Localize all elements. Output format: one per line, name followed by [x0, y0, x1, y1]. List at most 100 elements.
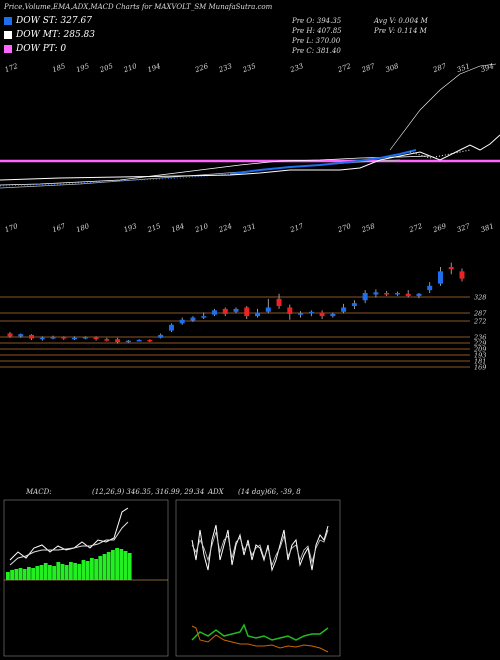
macd-hist-bar: [22, 569, 27, 580]
mid-price-label: 170: [4, 222, 20, 234]
macd-hist-bar: [98, 556, 103, 580]
mid-price-labels: 170 167 180 193 215 184 210 224 231 217 270 258 272 2…: [4, 222, 495, 235]
adx-frame: [175, 499, 341, 657]
macd-hist-bar: [43, 563, 48, 580]
legend-label: DOW PT: 0: [16, 44, 67, 54]
candle-body: [459, 271, 465, 279]
macd-hist-bar: [102, 554, 107, 580]
legend-item-dow-st: DOW ST: 327.67: [4, 16, 92, 26]
top-price-label: 272: [336, 62, 353, 75]
chart-title: Price,Volume,EMA,ADX,MACD Charts for MAX…: [4, 3, 273, 11]
candle-body: [298, 313, 304, 315]
macd-hist-bar: [56, 562, 61, 580]
candle-body: [373, 292, 379, 295]
candle-body: [394, 293, 400, 295]
candle-body: [201, 316, 207, 318]
candle-body: [351, 303, 357, 307]
candle-body: [7, 333, 13, 337]
macd-hist-bar: [85, 561, 90, 580]
dow-mt-line: [0, 155, 431, 186]
macd-hist-bar: [73, 563, 77, 580]
macd-hist-bar: [81, 560, 86, 580]
candle-body: [330, 313, 336, 317]
dow-st-line: [229, 149, 417, 175]
macd-panel: MACD: (12,26,9) 346.35, 316.99, 29.34: [3, 488, 204, 657]
macd-hist-bar: [127, 553, 132, 580]
candlesticks: [7, 262, 465, 344]
dow-st-dotted: [0, 173, 231, 187]
top-price-label: 394: [480, 62, 495, 74]
candle-body: [190, 317, 196, 321]
price-level-label: 209: [473, 346, 486, 354]
price-level-label: 229: [473, 340, 486, 348]
candle-body: [427, 285, 433, 291]
legend-item-dow-mt: DOW MT: 285.83: [4, 30, 95, 40]
candle-body: [448, 267, 454, 270]
di-plus-line: [191, 623, 329, 641]
candle-body: [82, 337, 88, 339]
price-level-label: 181: [474, 358, 486, 366]
candle-body: [384, 293, 390, 295]
mid-price-label: 215: [146, 222, 163, 235]
top-price-label: 185: [51, 62, 67, 74]
macd-hist-bar: [52, 566, 56, 580]
macd-hist-bar: [69, 562, 73, 580]
mid-price-label: 258: [360, 222, 377, 235]
macd-signal-line: [9, 521, 129, 566]
legend-swatch: [4, 31, 12, 39]
candle-body: [265, 307, 271, 312]
price-level-label: 272: [473, 318, 486, 326]
mid-price-label: 269: [431, 222, 448, 235]
stat-close: Pre C: 381.40: [292, 47, 341, 55]
ema-arc: [389, 63, 497, 151]
legend-swatch: [4, 45, 12, 53]
candle-body: [222, 308, 228, 314]
price-line: [0, 134, 500, 181]
candle-body: [244, 307, 250, 317]
macd-title: MACD:: [25, 488, 52, 496]
top-price-label: 233: [288, 62, 305, 75]
candle-body: [50, 337, 56, 339]
macd-hist-bar: [111, 550, 115, 580]
candle-body: [147, 339, 153, 342]
candle-body: [211, 310, 217, 315]
macd-hist-bar: [60, 564, 65, 580]
price-level-label: 287: [473, 310, 487, 318]
mid-price-label: 217: [288, 222, 305, 235]
price-level-label: 236: [473, 334, 486, 342]
top-price-label: 195: [75, 62, 91, 74]
candle-body: [255, 312, 261, 317]
legend-label: DOW MT: 285.83: [16, 30, 95, 40]
top-price-labels: 172 185 195 205 210 194 226 233 235 233 272 287 308 2…: [4, 62, 495, 75]
mid-price-label: 184: [170, 222, 185, 234]
macd-hist-bar: [6, 572, 10, 580]
macd-hist-bar: [123, 551, 128, 580]
macd-hist-bar: [18, 568, 23, 580]
candle-body: [136, 339, 142, 342]
candle-body: [93, 337, 99, 340]
mid-price-label: 270: [336, 222, 353, 235]
stat-high: Pre H: 407.85: [292, 27, 342, 35]
mid-price-label: 327: [456, 222, 472, 234]
candle-body: [125, 340, 131, 343]
candle-body: [168, 324, 174, 331]
candle-body: [287, 307, 293, 314]
adx-line: [191, 524, 329, 572]
legend-swatch: [4, 17, 12, 25]
price-level-label: 169: [474, 364, 486, 372]
macd-hist-bar: [48, 565, 52, 580]
adx-title: ADX: [207, 488, 225, 496]
macd-hist-bar: [35, 566, 40, 580]
mid-price-label: 272: [407, 222, 424, 235]
macd-hist-bar: [27, 567, 31, 580]
stat-pre-volume: Pre V: 0.114 M: [374, 27, 427, 35]
di-minus-line: [191, 625, 329, 653]
mid-price-label: 210: [193, 222, 210, 235]
macd-hist-bar: [119, 549, 124, 580]
macd-hist-bar: [14, 569, 19, 580]
top-price-label: 287: [360, 62, 377, 75]
macd-hist-bar: [39, 565, 44, 580]
legend-label: DOW ST: 327.67: [16, 16, 92, 26]
mid-price-label: 193: [123, 222, 139, 234]
